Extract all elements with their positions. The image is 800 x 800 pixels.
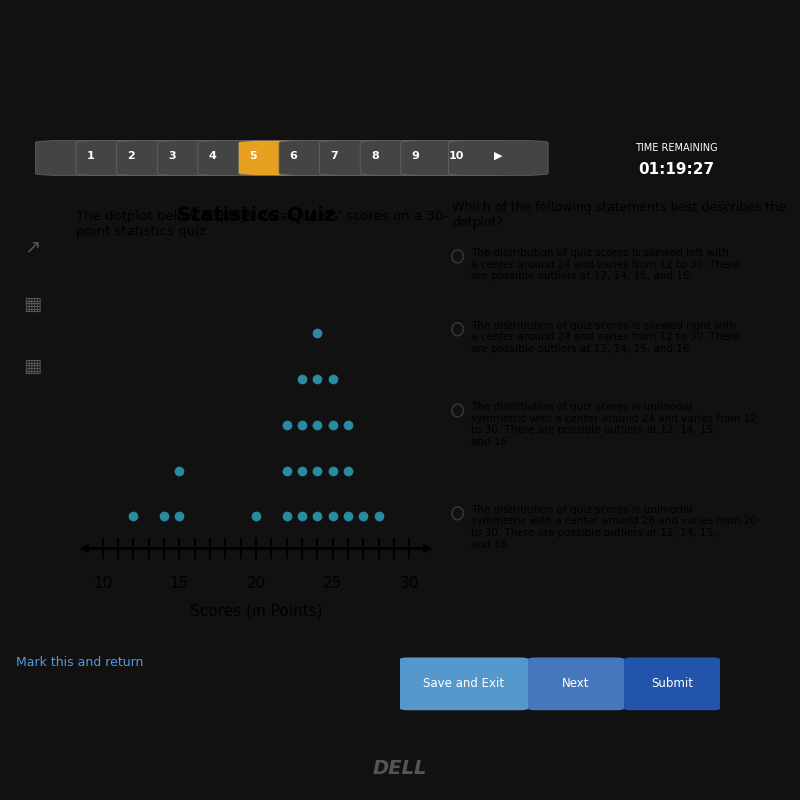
- Text: The distribution of quiz scores is skewed right with
a center around 24 and vari: The distribution of quiz scores is skewe…: [471, 321, 739, 354]
- Text: The distribution of quiz scores is unimodal
symmetric with a center around 26 an: The distribution of quiz scores is unimo…: [471, 505, 757, 550]
- Text: 10: 10: [93, 576, 112, 591]
- Text: Mark this and return: Mark this and return: [16, 656, 144, 670]
- Text: 4: 4: [209, 150, 216, 161]
- Text: 10: 10: [448, 150, 464, 161]
- FancyBboxPatch shape: [449, 141, 548, 176]
- FancyBboxPatch shape: [528, 658, 624, 710]
- Text: Statistics Quiz: Statistics Quiz: [177, 205, 335, 224]
- Text: Scores (in Points): Scores (in Points): [190, 603, 322, 618]
- FancyBboxPatch shape: [238, 141, 349, 176]
- Text: TIME REMAINING: TIME REMAINING: [634, 143, 718, 154]
- Text: ▦: ▦: [23, 357, 41, 376]
- FancyBboxPatch shape: [198, 141, 308, 176]
- Text: 30: 30: [400, 576, 419, 591]
- Text: 01:19:27: 01:19:27: [638, 162, 714, 177]
- FancyBboxPatch shape: [279, 141, 390, 176]
- Text: 3: 3: [168, 150, 176, 161]
- Text: 15: 15: [170, 576, 189, 591]
- Text: 20: 20: [246, 576, 266, 591]
- Text: 2: 2: [127, 150, 135, 161]
- FancyBboxPatch shape: [35, 141, 146, 176]
- Text: 7: 7: [330, 150, 338, 161]
- Text: Save and Exit: Save and Exit: [423, 678, 505, 690]
- Text: 5: 5: [250, 150, 257, 161]
- FancyBboxPatch shape: [401, 141, 511, 176]
- FancyBboxPatch shape: [117, 141, 227, 176]
- Text: ▶: ▶: [494, 150, 502, 161]
- Text: The distribution of quiz scores is unimodal
symmetric with a center around 24 an: The distribution of quiz scores is unimo…: [471, 402, 757, 446]
- FancyBboxPatch shape: [624, 658, 720, 710]
- FancyBboxPatch shape: [400, 658, 528, 710]
- Text: Submit: Submit: [651, 678, 693, 690]
- Text: 9: 9: [411, 150, 419, 161]
- Text: ↗: ↗: [24, 237, 40, 256]
- Text: The distribution of quiz scores is skewed left with
a center around 24 and varie: The distribution of quiz scores is skewe…: [471, 248, 739, 281]
- Text: 1: 1: [87, 150, 94, 161]
- FancyBboxPatch shape: [320, 141, 430, 176]
- Text: Next: Next: [562, 678, 590, 690]
- FancyBboxPatch shape: [158, 141, 268, 176]
- Text: The dotplot below displays 26 students' scores on a 30-
point statistics quiz.: The dotplot below displays 26 students' …: [76, 210, 448, 238]
- Text: Which of the following statements best describes the dotplot?: Which of the following statements best d…: [452, 201, 786, 229]
- Text: DELL: DELL: [373, 758, 427, 778]
- FancyBboxPatch shape: [360, 141, 470, 176]
- Text: 6: 6: [290, 150, 298, 161]
- Text: ▦: ▦: [23, 295, 41, 314]
- Text: 25: 25: [323, 576, 342, 591]
- Text: 8: 8: [371, 150, 378, 161]
- FancyBboxPatch shape: [76, 141, 186, 176]
